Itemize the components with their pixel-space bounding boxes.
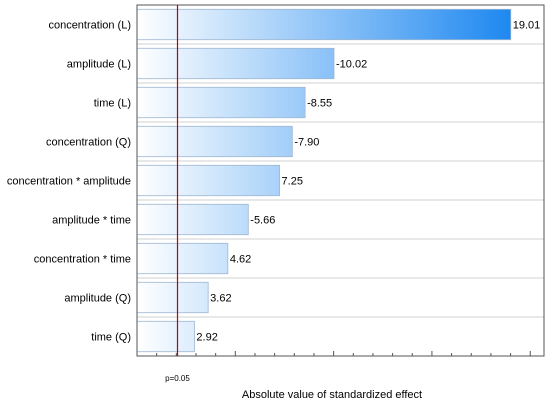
- bar: [136, 281, 209, 314]
- bar: [136, 242, 229, 275]
- value-label: -5.66: [250, 215, 275, 227]
- category-label: amplitude (L): [67, 59, 131, 71]
- bar: [136, 203, 249, 236]
- category-label: concentration * amplitude: [7, 176, 131, 188]
- x-axis-title: Absolute value of standardized effect: [242, 389, 422, 401]
- bar: [136, 125, 293, 158]
- value-label: -7.90: [294, 137, 319, 149]
- category-labels: concentration (L) amplitude (L) time (L) co…: [7, 20, 131, 344]
- value-label: 2.92: [196, 332, 217, 344]
- bars: [136, 8, 512, 353]
- value-label: -8.55: [307, 98, 332, 110]
- bar: [136, 164, 280, 197]
- significance-label: p=0.05: [165, 374, 190, 383]
- bar: [136, 8, 512, 41]
- bar: [136, 47, 335, 80]
- category-label: concentration (L): [48, 20, 131, 32]
- value-labels: 19.01 -10.02 -8.55 -7.90 7.25 -5.66 4.62 3.62 2.…: [196, 20, 540, 344]
- value-label: 19.01: [513, 20, 541, 32]
- category-label: concentration (Q): [46, 137, 131, 149]
- category-label: time (L): [94, 98, 131, 110]
- category-label: concentration * time: [34, 254, 131, 266]
- category-label: amplitude (Q): [64, 293, 131, 305]
- value-label: 3.62: [210, 293, 231, 305]
- bar: [136, 320, 195, 353]
- x-axis-ticks: [136, 351, 531, 356]
- value-label: -10.02: [336, 59, 367, 71]
- bar: [136, 86, 306, 119]
- plot-frame: [136, 4, 545, 357]
- grid-lines: [137, 43, 544, 318]
- category-label: amplitude * time: [52, 215, 131, 227]
- value-label: 7.25: [282, 176, 303, 188]
- value-label: 4.62: [230, 254, 251, 266]
- category-label: time (Q): [91, 332, 131, 344]
